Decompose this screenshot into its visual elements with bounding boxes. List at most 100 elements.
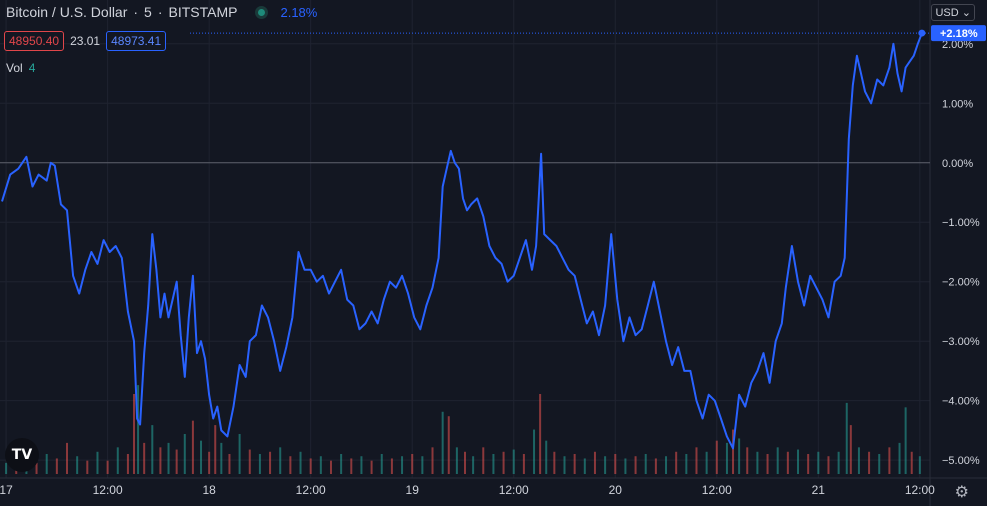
volume-bar (269, 451, 272, 474)
chevron-down-icon: ⌄ (961, 7, 971, 19)
bid-price[interactable]: 48950.40 (4, 31, 65, 51)
volume-bar (593, 451, 596, 474)
volume-bar (563, 456, 566, 474)
y-tick-label: 0.00% (942, 158, 973, 170)
volume-bar (522, 454, 525, 474)
volume-bar (797, 449, 800, 474)
volume-bar (208, 451, 211, 474)
volume-bar (837, 451, 840, 474)
gear-icon[interactable]: ⚙ (954, 484, 969, 501)
volume-bar (665, 456, 668, 474)
volume-bar (583, 458, 586, 474)
symbol-legend[interactable]: Bitcoin / U.S. Dollar · 5 · BITSTAMP 2.1… (6, 4, 317, 20)
volume-bar (200, 440, 203, 474)
x-tick-label: 12:00 (702, 483, 732, 497)
volume-bar (746, 447, 749, 474)
volume-bar (66, 442, 69, 474)
volume-bar (786, 451, 789, 474)
volume-bar (634, 456, 637, 474)
last-price-badge-label: +2.18% (940, 28, 978, 40)
volume-bar (411, 454, 414, 474)
y-axis[interactable]: 2.00% 1.00% 0.00% −1.00% −2.00% −3.00% −4.00% −… (942, 39, 980, 467)
volume-bar (725, 442, 728, 474)
volume-bar (137, 385, 140, 474)
last-price-badge: +2.18% (931, 25, 986, 42)
volume-bar (96, 451, 99, 474)
separator-dot: · (157, 4, 163, 20)
ask-price[interactable]: 48973.41 (106, 31, 167, 51)
volume-bar (766, 454, 769, 474)
volume-bar (289, 456, 292, 474)
y-tick-label: −3.00% (942, 336, 980, 348)
volume-bar (695, 447, 698, 474)
x-tick-label: 12:00 (296, 483, 326, 497)
volume-bar (715, 440, 718, 474)
volume-bar (732, 429, 735, 474)
volume-bar (492, 454, 495, 474)
volume-bar (390, 458, 393, 474)
price-row: 48950.40 23.01 48973.41 (4, 31, 167, 51)
volume-bar (175, 449, 178, 474)
volume-bar (878, 454, 881, 474)
y-tick-label: −2.00% (942, 277, 980, 289)
volume-bar (654, 458, 657, 474)
volume-bar (126, 454, 129, 474)
volume-bar (849, 425, 852, 474)
x-tick-label: 17 (0, 483, 13, 497)
volume-bar (553, 451, 556, 474)
volume-bar (309, 458, 312, 474)
tradingview-logo-icon[interactable]: TV (5, 438, 39, 472)
volume-bar (614, 454, 617, 474)
separator-dot: · (133, 4, 139, 20)
currency-selector[interactable]: USD ⌄ (931, 4, 975, 21)
volume-bar (76, 456, 79, 474)
volume-bar (472, 456, 475, 474)
volume-bar (106, 460, 109, 474)
y-tick-label: 1.00% (942, 98, 973, 110)
volume-bar (512, 449, 515, 474)
volume-legend[interactable]: Vol 4 (6, 61, 35, 75)
x-tick-label: 21 (812, 483, 826, 497)
volume-bar (624, 458, 627, 474)
volume-bar (258, 454, 261, 474)
volume-bar (533, 429, 536, 474)
volume-bar (675, 451, 678, 474)
last-price-dot (918, 29, 926, 37)
volume-bar (370, 460, 373, 474)
x-tick-label: 12:00 (93, 483, 123, 497)
x-tick-label: 20 (609, 483, 623, 497)
volume-bar (756, 451, 759, 474)
y-tick-label: −4.00% (942, 396, 980, 408)
spread-value: 23.01 (70, 34, 101, 48)
volume-bar (904, 407, 907, 474)
volume-bar (340, 454, 343, 474)
volume-bar (167, 442, 170, 474)
change-percent: 2.18% (280, 4, 318, 20)
x-axis[interactable]: 17 12:00 18 12:00 19 12:00 20 12:00 21 12:00 (0, 483, 935, 497)
volume-bar (431, 447, 434, 474)
volume-bar (220, 442, 223, 474)
volume-bar (5, 462, 8, 474)
volume-bar (133, 394, 136, 474)
volume-bar (545, 440, 548, 474)
volume-bar (143, 442, 146, 474)
volume-bar (86, 460, 89, 474)
volume-bar (464, 451, 466, 474)
price-change-line (1, 32, 923, 450)
volume-bar (151, 425, 154, 474)
volume-bar (868, 451, 871, 474)
volume-bar (35, 462, 38, 474)
volume-bar (350, 458, 353, 474)
volume-bar (455, 447, 458, 474)
volume-bar (482, 447, 485, 474)
volume-bar (817, 451, 820, 474)
volume-bar (807, 454, 810, 474)
volume-bar (776, 447, 779, 474)
x-tick-label: 12:00 (499, 483, 529, 497)
volume-bar (319, 456, 322, 474)
volume-bar (183, 434, 186, 474)
market-status-dot-icon[interactable] (255, 5, 269, 19)
volume-bar (502, 451, 505, 474)
volume-bar (910, 451, 913, 474)
